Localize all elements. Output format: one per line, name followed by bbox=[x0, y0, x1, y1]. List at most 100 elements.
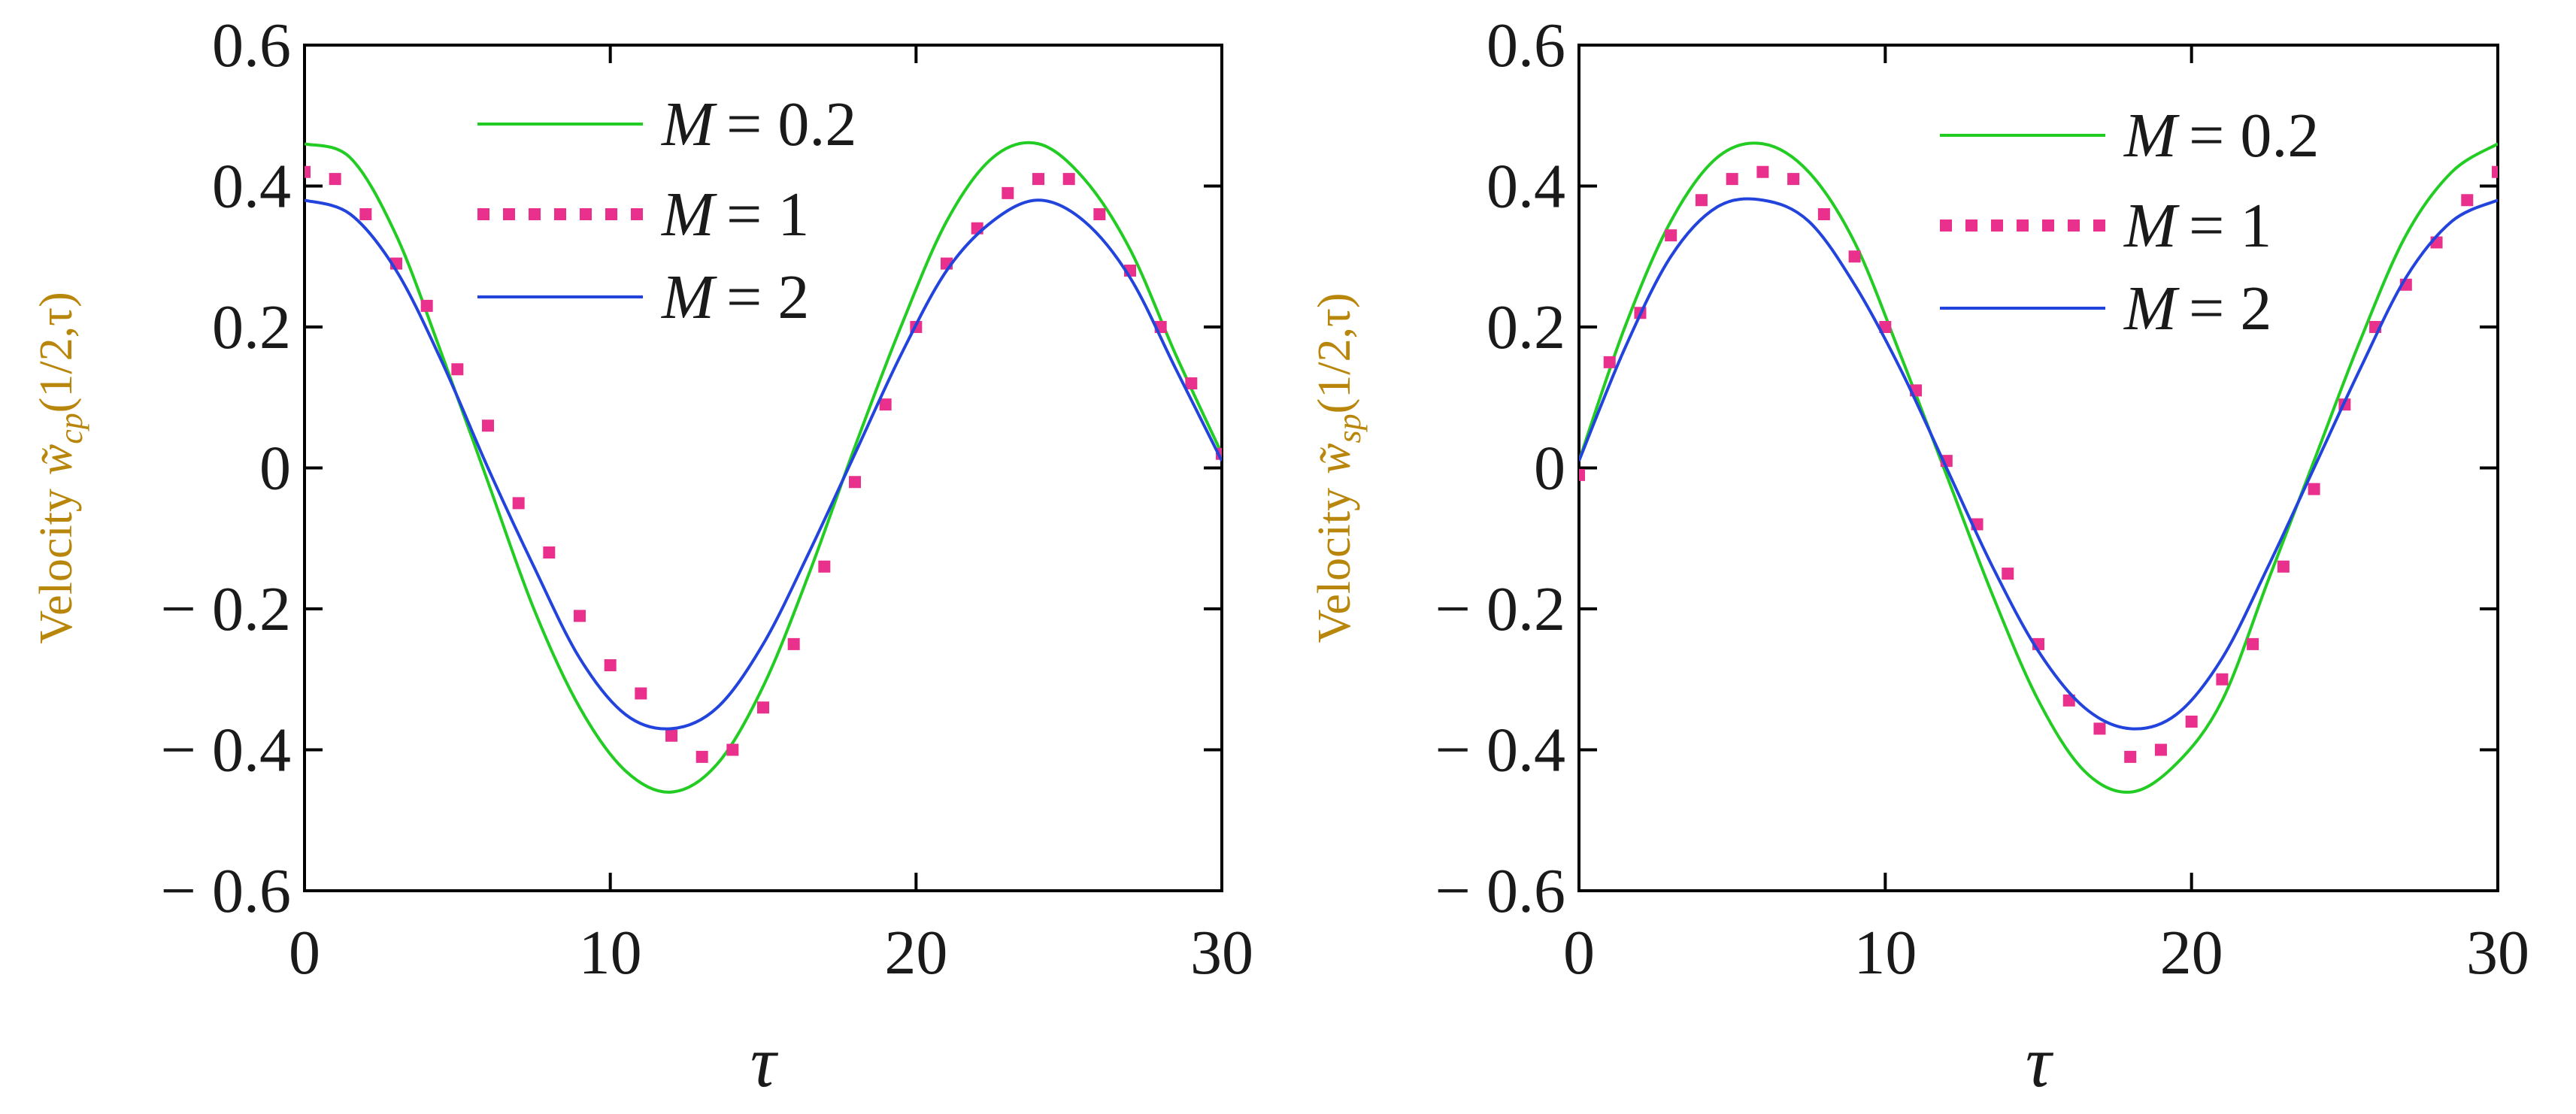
legend: M = 0.2M = 1M = 2 bbox=[1940, 101, 2319, 344]
data-point bbox=[359, 208, 372, 220]
y-tick-label: − 0.6 bbox=[161, 856, 291, 926]
data-point bbox=[1002, 186, 1014, 199]
chart-panel-left: 0.60.40.20− 0.2− 0.4− 0.60 10 20 30τVelocit… bbox=[31, 11, 1253, 1102]
legend-swatch-dot bbox=[477, 208, 489, 220]
data-point bbox=[635, 687, 647, 700]
data-point bbox=[1093, 208, 1106, 220]
data-point bbox=[2002, 568, 2014, 580]
x-tick-label: 0 bbox=[289, 918, 320, 988]
legend-variable: M bbox=[661, 180, 717, 250]
data-point bbox=[1579, 468, 1585, 481]
y-tick-label: 0.2 bbox=[212, 292, 291, 362]
data-point bbox=[2492, 165, 2498, 178]
data-point bbox=[1817, 208, 1830, 220]
legend-swatch-dot bbox=[503, 208, 515, 220]
y-tick-label: − 0.4 bbox=[161, 716, 291, 786]
y-axis-label-args: (1/2,τ) bbox=[1309, 292, 1360, 413]
legend-value: = 2 bbox=[2189, 274, 2271, 344]
y-tick-label: − 0.6 bbox=[1435, 856, 1565, 926]
data-point bbox=[1695, 194, 1708, 207]
data-point bbox=[2093, 722, 2106, 735]
legend: M = 0.2M = 1M = 2 bbox=[477, 89, 856, 332]
x-tick-label: 30 bbox=[1190, 918, 1253, 988]
y-tick-label: − 0.4 bbox=[1435, 716, 1565, 786]
legend-value: = 0.2 bbox=[2189, 101, 2319, 171]
data-point bbox=[757, 701, 769, 714]
legend-swatch-dot bbox=[1965, 219, 1977, 232]
series-solid-2 bbox=[305, 198, 1222, 731]
data-point bbox=[1879, 321, 1892, 333]
data-point bbox=[2277, 560, 2290, 573]
data-point bbox=[1603, 356, 1616, 368]
legend-variable: M bbox=[2123, 191, 2180, 261]
y-tick-label: 0 bbox=[259, 434, 291, 504]
legend-value: = 1 bbox=[2189, 191, 2271, 261]
y-axis-label: Velocity w̃cp(1/2,τ) bbox=[31, 292, 89, 643]
legend-swatch-dot bbox=[2068, 219, 2080, 232]
legend-swatch-dot bbox=[605, 208, 617, 220]
legend-label: M = 1 bbox=[661, 180, 809, 250]
data-point bbox=[1787, 173, 1800, 186]
data-point bbox=[849, 476, 861, 489]
y-axis-label-symbol: w̃ bbox=[1309, 443, 1360, 474]
y-tick-label: 0.6 bbox=[212, 11, 291, 80]
data-point bbox=[305, 165, 311, 178]
data-point bbox=[512, 497, 525, 510]
data-point bbox=[1756, 165, 1769, 178]
x-tick-label: 10 bbox=[1853, 918, 1917, 988]
data-point bbox=[1848, 250, 1861, 263]
legend-label: M = 2 bbox=[661, 262, 809, 332]
y-tick-label: 0 bbox=[1534, 434, 1565, 504]
x-axis-label: τ bbox=[750, 1022, 779, 1102]
legend-variable: M bbox=[661, 89, 717, 159]
data-point bbox=[2185, 716, 2198, 728]
y-tick-label: 0.2 bbox=[1487, 292, 1565, 362]
data-point bbox=[451, 363, 464, 376]
series-line bbox=[1579, 197, 2498, 731]
data-point bbox=[2154, 743, 2167, 756]
legend-value: = 1 bbox=[726, 180, 809, 250]
series-line bbox=[1579, 141, 2498, 794]
data-point bbox=[329, 173, 341, 186]
legend-swatch-dot bbox=[2093, 219, 2105, 232]
data-point bbox=[665, 729, 677, 742]
y-tick-label: 0.4 bbox=[1487, 152, 1565, 222]
plot-frame bbox=[303, 44, 1223, 892]
legend-swatch-dot bbox=[2042, 219, 2054, 232]
data-point bbox=[2124, 750, 2137, 763]
data-point bbox=[1062, 173, 1075, 186]
y-axis-label-symbol: w̃ bbox=[31, 444, 82, 475]
x-tick-label: 20 bbox=[884, 918, 947, 988]
legend-swatch-dot bbox=[580, 208, 592, 220]
chart-panel-right: 0.60.40.20− 0.2− 0.4− 0.60 10 20 30τVelocit… bbox=[1309, 11, 2529, 1102]
legend-label: M = 1 bbox=[2123, 191, 2271, 261]
legend-variable: M bbox=[2123, 274, 2180, 344]
data-point bbox=[420, 299, 433, 312]
y-axis-label-subscript: cp bbox=[53, 413, 89, 444]
y-tick-label: 0.6 bbox=[1487, 11, 1565, 80]
data-point bbox=[1726, 173, 1738, 186]
series-solid-2 bbox=[1579, 197, 2498, 731]
x-tick-label: 10 bbox=[579, 918, 642, 988]
data-point bbox=[696, 750, 708, 763]
data-point bbox=[726, 743, 739, 756]
data-point bbox=[604, 659, 617, 671]
data-point bbox=[543, 546, 556, 559]
legend-swatch-dot bbox=[1991, 219, 2003, 232]
data-point bbox=[818, 560, 831, 573]
legend-value: = 0.2 bbox=[726, 89, 856, 159]
data-point bbox=[787, 637, 800, 650]
data-point bbox=[574, 610, 586, 622]
x-tick-label: 30 bbox=[2466, 918, 2529, 988]
data-point bbox=[1032, 173, 1044, 186]
y-tick-label: − 0.2 bbox=[161, 574, 291, 644]
legend-variable: M bbox=[2123, 101, 2180, 171]
y-axis-label-text: Velocity bbox=[31, 489, 82, 644]
x-tick-label: 20 bbox=[2160, 918, 2223, 988]
series-solid-0 bbox=[1579, 141, 2498, 794]
x-tick-label: 0 bbox=[1563, 918, 1595, 988]
y-tick-label: − 0.2 bbox=[1435, 574, 1565, 644]
legend-swatch-dot bbox=[1940, 219, 1952, 232]
legend-label: M = 0.2 bbox=[661, 89, 856, 159]
plot-area bbox=[1579, 141, 2498, 794]
